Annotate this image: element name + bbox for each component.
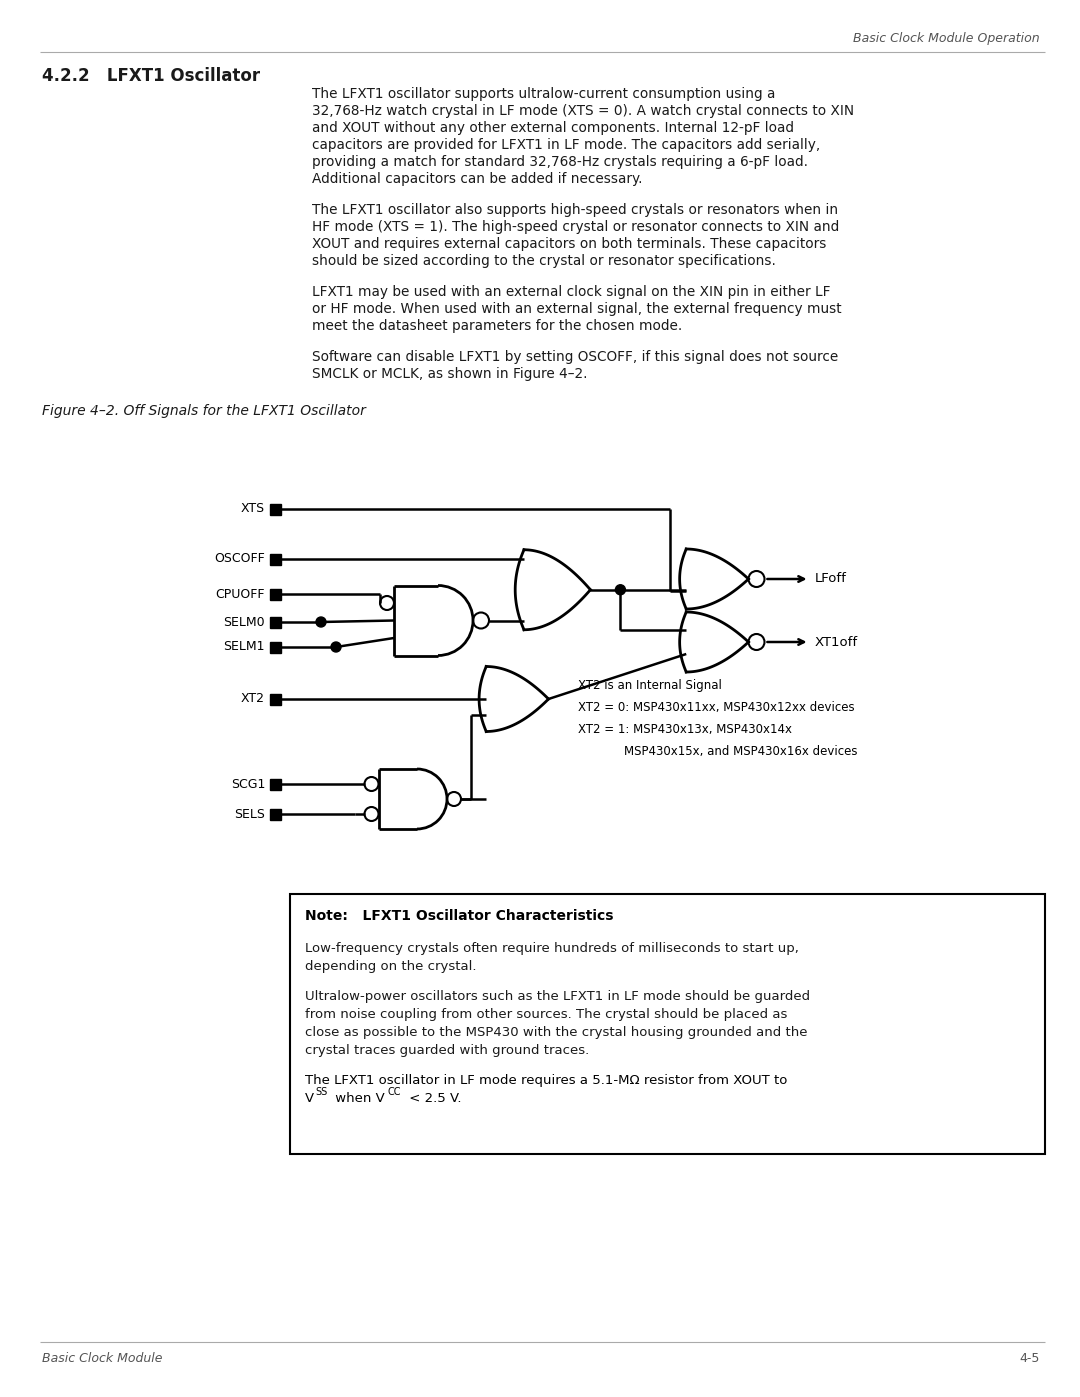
Text: should be sized according to the crystal or resonator specifications.: should be sized according to the crystal… xyxy=(312,254,775,268)
Text: SMCLK or MCLK, as shown in Figure 4–2.: SMCLK or MCLK, as shown in Figure 4–2. xyxy=(312,367,588,381)
Bar xyxy=(270,503,281,514)
Text: The LFXT1 oscillator in LF mode requires a 5.1-MΩ resistor from XOUT to: The LFXT1 oscillator in LF mode requires… xyxy=(305,1074,787,1087)
Text: SELM1: SELM1 xyxy=(224,640,265,654)
Text: Basic Clock Module Operation: Basic Clock Module Operation xyxy=(853,32,1040,45)
Text: V: V xyxy=(305,1092,314,1105)
Text: providing a match for standard 32,768-Hz crystals requiring a 6-pF load.: providing a match for standard 32,768-Hz… xyxy=(312,155,808,169)
Text: close as possible to the MSP430 with the crystal housing grounded and the: close as possible to the MSP430 with the… xyxy=(305,1025,808,1039)
Text: The LFXT1 oscillator also supports high-speed crystals or resonators when in: The LFXT1 oscillator also supports high-… xyxy=(312,203,838,217)
Text: XT2: XT2 xyxy=(241,693,265,705)
Text: from noise coupling from other sources. The crystal should be placed as: from noise coupling from other sources. … xyxy=(305,1009,787,1021)
Text: The LFXT1 oscillator supports ultralow-current consumption using a: The LFXT1 oscillator supports ultralow-c… xyxy=(312,87,775,101)
Text: Low-frequency crystals often require hundreds of milliseconds to start up,: Low-frequency crystals often require hun… xyxy=(305,942,799,956)
Bar xyxy=(270,641,281,652)
Text: XT1off: XT1off xyxy=(814,636,858,648)
Text: Note:   LFXT1 Oscillator Characteristics: Note: LFXT1 Oscillator Characteristics xyxy=(305,909,613,923)
Text: CC: CC xyxy=(388,1087,402,1097)
Text: SCG1: SCG1 xyxy=(231,778,265,791)
Text: 4.2.2   LFXT1 Oscillator: 4.2.2 LFXT1 Oscillator xyxy=(42,67,260,85)
Text: SS: SS xyxy=(315,1087,327,1097)
Text: XT2 = 0: MSP430x11xx, MSP430x12xx devices: XT2 = 0: MSP430x11xx, MSP430x12xx device… xyxy=(579,701,855,714)
Text: capacitors are provided for LFXT1 in LF mode. The capacitors add serially,: capacitors are provided for LFXT1 in LF … xyxy=(312,138,820,152)
Circle shape xyxy=(316,617,326,627)
Text: crystal traces guarded with ground traces.: crystal traces guarded with ground trace… xyxy=(305,1044,590,1058)
Circle shape xyxy=(330,643,341,652)
Bar xyxy=(270,778,281,789)
Text: XT2 = 1: MSP430x13x, MSP430x14x: XT2 = 1: MSP430x13x, MSP430x14x xyxy=(579,724,793,736)
Text: OSCOFF: OSCOFF xyxy=(214,552,265,566)
Bar xyxy=(270,693,281,704)
Circle shape xyxy=(616,585,625,595)
Text: Ultralow-power oscillators such as the LFXT1 in LF mode should be guarded: Ultralow-power oscillators such as the L… xyxy=(305,990,810,1003)
Text: CPUOFF: CPUOFF xyxy=(216,588,265,601)
Text: MSP430x15x, and MSP430x16x devices: MSP430x15x, and MSP430x16x devices xyxy=(623,745,858,759)
Bar xyxy=(270,616,281,627)
Text: 4-5: 4-5 xyxy=(1020,1352,1040,1365)
Text: XTS: XTS xyxy=(241,503,265,515)
Text: LFXT1 may be used with an external clock signal on the XIN pin in either LF: LFXT1 may be used with an external clock… xyxy=(312,285,831,299)
Text: HF mode (XTS = 1). The high-speed crystal or resonator connects to XIN and: HF mode (XTS = 1). The high-speed crysta… xyxy=(312,219,839,235)
Text: and XOUT without any other external components. Internal 12-pF load: and XOUT without any other external comp… xyxy=(312,122,794,136)
FancyBboxPatch shape xyxy=(291,894,1045,1154)
Bar xyxy=(270,588,281,599)
Text: < 2.5 V.: < 2.5 V. xyxy=(405,1092,461,1105)
Bar xyxy=(270,553,281,564)
Text: Figure 4–2. Off Signals for the LFXT1 Oscillator: Figure 4–2. Off Signals for the LFXT1 Os… xyxy=(42,404,366,418)
Text: SELS: SELS xyxy=(234,807,265,820)
Text: depending on the crystal.: depending on the crystal. xyxy=(305,960,476,972)
Bar xyxy=(270,809,281,820)
Text: 32,768-Hz watch crystal in LF mode (XTS = 0). A watch crystal connects to XIN: 32,768-Hz watch crystal in LF mode (XTS … xyxy=(312,103,854,117)
Text: LFoff: LFoff xyxy=(814,573,847,585)
Text: or HF mode. When used with an external signal, the external frequency must: or HF mode. When used with an external s… xyxy=(312,302,841,316)
Text: Software can disable LFXT1 by setting OSCOFF, if this signal does not source: Software can disable LFXT1 by setting OS… xyxy=(312,351,838,365)
Text: Additional capacitors can be added if necessary.: Additional capacitors can be added if ne… xyxy=(312,172,643,186)
Text: XT2 is an Internal Signal: XT2 is an Internal Signal xyxy=(579,679,723,692)
Text: SELM0: SELM0 xyxy=(224,616,265,629)
Text: XOUT and requires external capacitors on both terminals. These capacitors: XOUT and requires external capacitors on… xyxy=(312,237,826,251)
Text: meet the datasheet parameters for the chosen mode.: meet the datasheet parameters for the ch… xyxy=(312,319,683,332)
Text: when V: when V xyxy=(330,1092,384,1105)
Text: Basic Clock Module: Basic Clock Module xyxy=(42,1352,162,1365)
